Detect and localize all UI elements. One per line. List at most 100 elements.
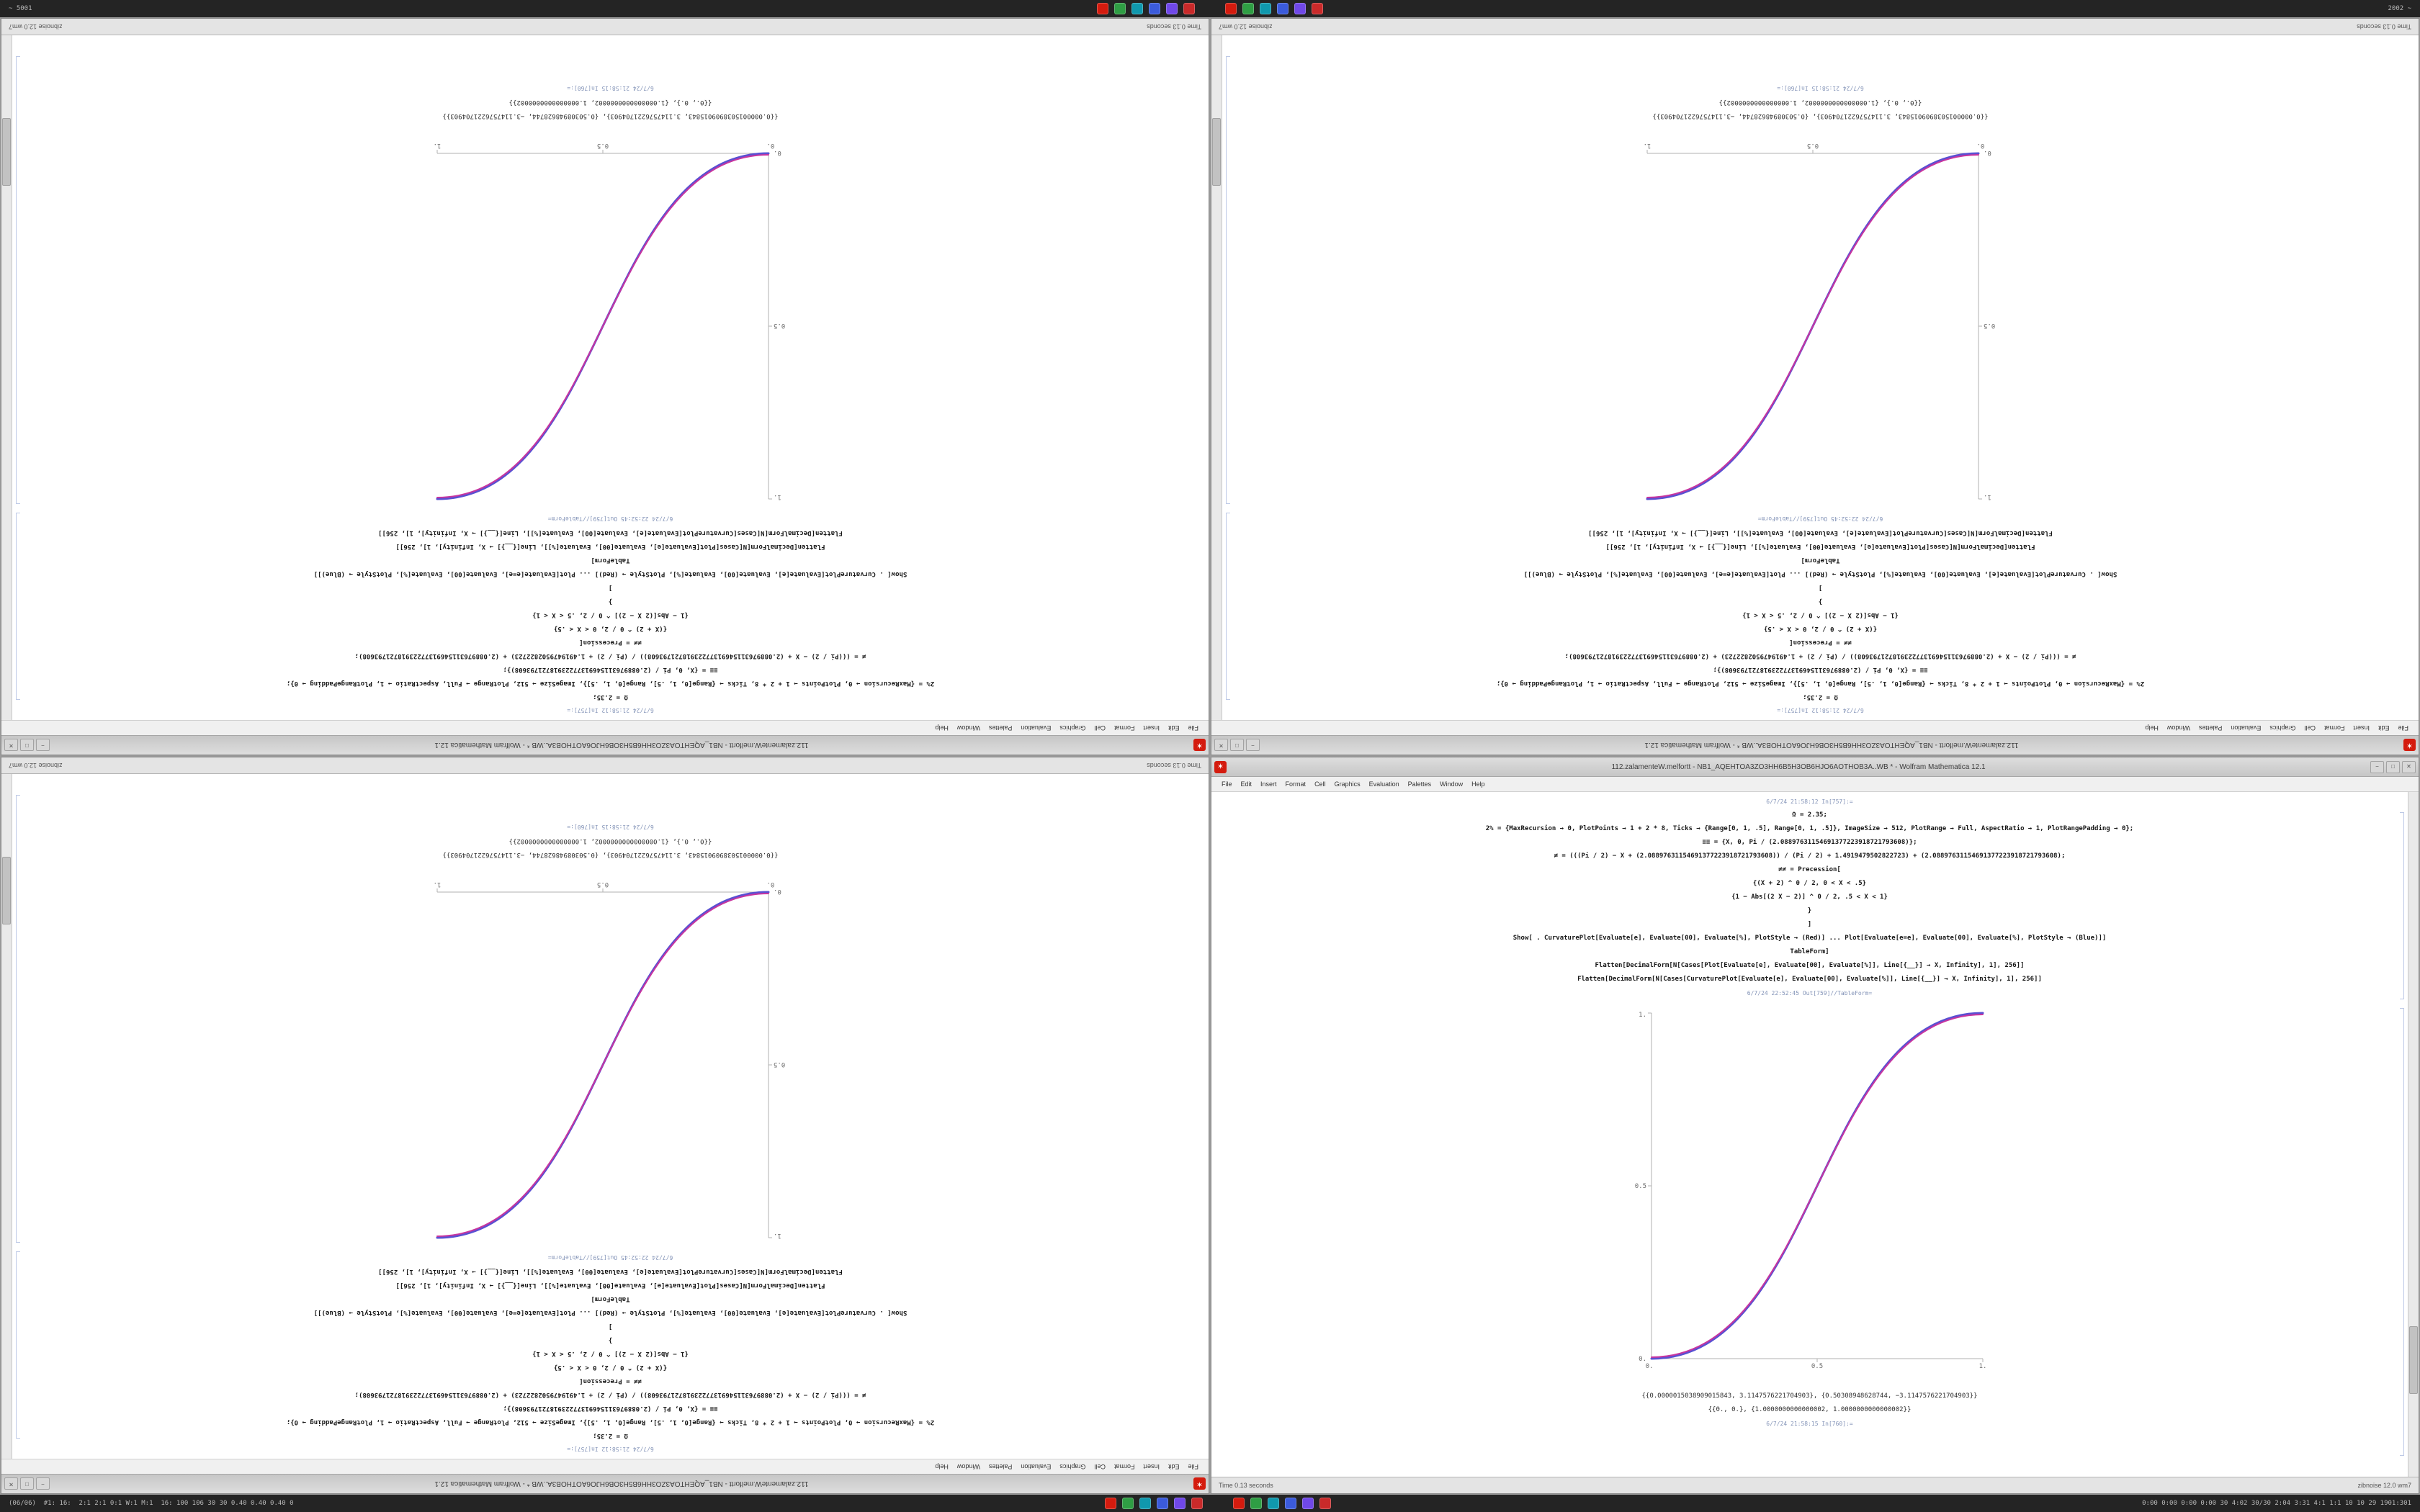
- notebook-line[interactable]: ≠≠ = Precession[: [1778, 866, 1841, 873]
- menu-item[interactable]: Evaluation: [2231, 724, 2262, 732]
- notebook-line[interactable]: {(X + 2) ^ 0 / 2, 0 < X < .5}: [1763, 625, 1878, 632]
- cell-bracket[interactable]: [2400, 812, 2404, 999]
- menu-item[interactable]: Evaluation: [1368, 780, 1399, 788]
- scrollbar-thumb[interactable]: [2, 857, 11, 925]
- notebook-line[interactable]: Show[ . CurvaturePlot[Evaluate[e], Evalu…: [1523, 570, 2118, 577]
- red-app-tray-icon[interactable]: [1191, 1498, 1203, 1509]
- blue-app-tray-icon[interactable]: [1277, 3, 1289, 14]
- menu-item[interactable]: Window: [2166, 724, 2190, 732]
- window-titlebar[interactable]: ✶ 112.zalamenteW.melfortt - NB1_AQEHTOA3…: [1211, 757, 2419, 777]
- menu-item[interactable]: Insert: [2353, 724, 2370, 732]
- menu-item[interactable]: Graphics: [1059, 1463, 1086, 1470]
- notebook-content[interactable]: 6/7/24 21:58:12 In[757]:= Ω = 2.35; 2% = {…: [1222, 35, 2419, 720]
- menu-item[interactable]: Format: [1113, 1463, 1135, 1470]
- minimize-button[interactable]: −: [36, 739, 50, 752]
- blue-app-tray-icon[interactable]: [1149, 3, 1160, 14]
- menu-item[interactable]: Insert: [1260, 780, 1277, 788]
- notebook-line[interactable]: Show[ . CurvaturePlot[Evaluate[e], Evalu…: [1512, 935, 2107, 942]
- menu-item[interactable]: File: [1188, 1463, 1198, 1470]
- notebook-line[interactable]: Flatten[DecimalForm[N[Cases[Plot[Evaluat…: [1595, 962, 2025, 969]
- notebook-line[interactable]: ]: [1818, 584, 1823, 591]
- notebook-line[interactable]: 6/7/24 22:52:45 Out[759]//TableForm=: [1757, 516, 1883, 522]
- notebook-line[interactable]: {(X + 2) ^ 0 / 2, 0 < X < .5}: [1752, 880, 1867, 887]
- minimize-button[interactable]: −: [2370, 760, 2384, 773]
- menu-item[interactable]: Cell: [2304, 724, 2316, 732]
- mathematica-tray-icon[interactable]: [1097, 3, 1108, 14]
- notebook-line[interactable]: {{0.0000015038909015843, 3.1147576221704…: [442, 851, 779, 858]
- notebook-line[interactable]: 6/7/24 22:52:45 Out[759]//TableForm=: [1747, 990, 1873, 996]
- notebook-line[interactable]: }: [608, 1336, 613, 1344]
- menu-item[interactable]: Window: [956, 1463, 980, 1470]
- notebook-line[interactable]: 6/7/24 21:58:15 In[760]:=: [567, 85, 654, 91]
- menu-item[interactable]: Format: [1285, 780, 1307, 788]
- cell-bracket[interactable]: [1226, 56, 1230, 504]
- menu-item[interactable]: Palettes: [2198, 724, 2223, 732]
- notebook-line[interactable]: 6/7/24 22:52:45 Out[759]//TableForm=: [547, 1254, 673, 1261]
- notebook-line[interactable]: 2% = {MaxRecursion → 0, PlotPoints → 1 +…: [286, 1418, 935, 1426]
- notebook-line[interactable]: 6/7/24 21:58:15 In[760]:=: [567, 824, 654, 830]
- notebook-line[interactable]: 6/7/24 21:58:12 In[757]:=: [567, 1446, 654, 1452]
- notebook-line[interactable]: Flatten[DecimalForm[N[Cases[Plot[Evaluat…: [1605, 543, 2035, 550]
- vertical-scrollbar[interactable]: [1, 774, 12, 1459]
- cell-bracket[interactable]: [16, 513, 20, 700]
- menu-item[interactable]: Help: [935, 1463, 949, 1470]
- notebook-line[interactable]: 2% = {MaxRecursion → 0, PlotPoints → 1 +…: [1496, 680, 2145, 687]
- notebook-line[interactable]: {{0., 0.}, {1.0000000000000002, 1.000000…: [1718, 99, 1922, 106]
- menu-item[interactable]: Evaluation: [1021, 1463, 1052, 1470]
- menu-item[interactable]: Help: [2145, 724, 2159, 732]
- maximize-button[interactable]: □: [1230, 739, 1244, 752]
- window-titlebar[interactable]: ✶ 112.zalamenteW.melfortt - NB1_AQEHTOA3…: [1, 1474, 1209, 1493]
- window-titlebar[interactable]: ✶ 112.zalamenteW.melfortt - NB1_AQEHTOA3…: [1211, 735, 2419, 755]
- notebook-line[interactable]: {{0.0000015038909015843, 3.1147576221704…: [1641, 1392, 1978, 1400]
- menu-item[interactable]: File: [2398, 724, 2408, 732]
- red-app-tray-icon[interactable]: [1319, 1498, 1331, 1509]
- notebook-line[interactable]: ≠≠ = Precession[: [1789, 639, 1852, 646]
- notebook-line[interactable]: 6/7/24 21:58:12 In[757]:=: [567, 707, 654, 714]
- menu-item[interactable]: Graphics: [1334, 780, 1361, 788]
- menu-item[interactable]: Cell: [1094, 724, 1106, 732]
- notebook-line[interactable]: {1 − Abs[(2 X − 2)] ^ 0 / 2, .5 < X < 1}: [1742, 611, 1899, 618]
- menu-item[interactable]: Graphics: [1059, 724, 1086, 732]
- vertical-scrollbar[interactable]: [1, 35, 12, 720]
- scrollbar-thumb[interactable]: [1212, 118, 1221, 186]
- notebook-line[interactable]: }: [608, 598, 613, 605]
- notebook-content[interactable]: 6/7/24 21:58:12 In[757]:= Ω = 2.35; 2% = {…: [12, 35, 1209, 720]
- notebook-line[interactable]: 6/7/24 21:58:12 In[757]:=: [1766, 798, 1853, 805]
- mathematica-tray-icon[interactable]: [1225, 3, 1237, 14]
- menu-item[interactable]: Window: [956, 724, 980, 732]
- notebook-content[interactable]: 6/7/24 21:58:12 In[757]:= Ω = 2.35; 2% = {…: [1211, 792, 2408, 1477]
- menu-item[interactable]: Edit: [1168, 724, 1180, 732]
- blue-app-tray-icon[interactable]: [1156, 1498, 1168, 1509]
- notebook-line[interactable]: ]: [1807, 921, 1812, 928]
- menu-item[interactable]: Palettes: [988, 1463, 1013, 1470]
- notebook-line[interactable]: ≠ = (((Pi / 2) − X + (2.0889763115469137…: [1564, 652, 2076, 660]
- notebook-line[interactable]: 2% = {MaxRecursion → 0, PlotPoints → 1 +…: [286, 680, 935, 687]
- notebook-line[interactable]: }: [1807, 907, 1812, 914]
- menu-item[interactable]: Palettes: [988, 724, 1013, 732]
- menu-item[interactable]: Help: [935, 724, 949, 732]
- notebook-line[interactable]: 6/7/24 21:58:12 In[757]:=: [1777, 707, 1864, 714]
- window-titlebar[interactable]: ✶ 112.zalamenteW.melfortt - NB1_AQEHTOA3…: [1, 735, 1209, 755]
- notebook-line[interactable]: {{0.0000015038909015843, 3.1147576221704…: [442, 112, 779, 120]
- notebook-line[interactable]: Show[ . CurvaturePlot[Evaluate[e], Evalu…: [313, 570, 908, 577]
- notebook-line[interactable]: 6/7/24 21:58:15 In[760]:=: [1766, 1421, 1853, 1427]
- menu-item[interactable]: Edit: [1240, 780, 1252, 788]
- menu-item[interactable]: Evaluation: [1021, 724, 1052, 732]
- menu-item[interactable]: Help: [1471, 780, 1485, 788]
- notebook-line[interactable]: Ω = 2.35;: [593, 1432, 628, 1439]
- notebook-line[interactable]: Ω = 2.35;: [1803, 693, 1838, 701]
- menu-item[interactable]: Insert: [1143, 724, 1160, 732]
- green-app-tray-icon[interactable]: [1250, 1498, 1262, 1509]
- notebook-line[interactable]: ≠ = (((Pi / 2) − X + (2.0889763115469137…: [354, 1391, 866, 1398]
- notebook-line[interactable]: Ω = 2.35;: [1792, 811, 1827, 819]
- notebook-line[interactable]: {1 − Abs[(2 X − 2)] ^ 0 / 2, .5 < X < 1}: [1731, 894, 1888, 901]
- green-app-tray-icon[interactable]: [1114, 3, 1126, 14]
- minimize-button[interactable]: −: [36, 1477, 50, 1490]
- close-button[interactable]: ✕: [4, 739, 18, 752]
- notebook-line[interactable]: ≠≠ = Precession[: [579, 1377, 642, 1385]
- notebook-line[interactable]: {{0., 0.}, {1.0000000000000002, 1.000000…: [508, 837, 712, 845]
- notebook-line[interactable]: TableForm]: [1801, 557, 1840, 564]
- notebook-line[interactable]: ≠≠ = Precession[: [579, 639, 642, 646]
- close-button[interactable]: ✕: [1214, 739, 1228, 752]
- teal-app-tray-icon[interactable]: [1260, 3, 1271, 14]
